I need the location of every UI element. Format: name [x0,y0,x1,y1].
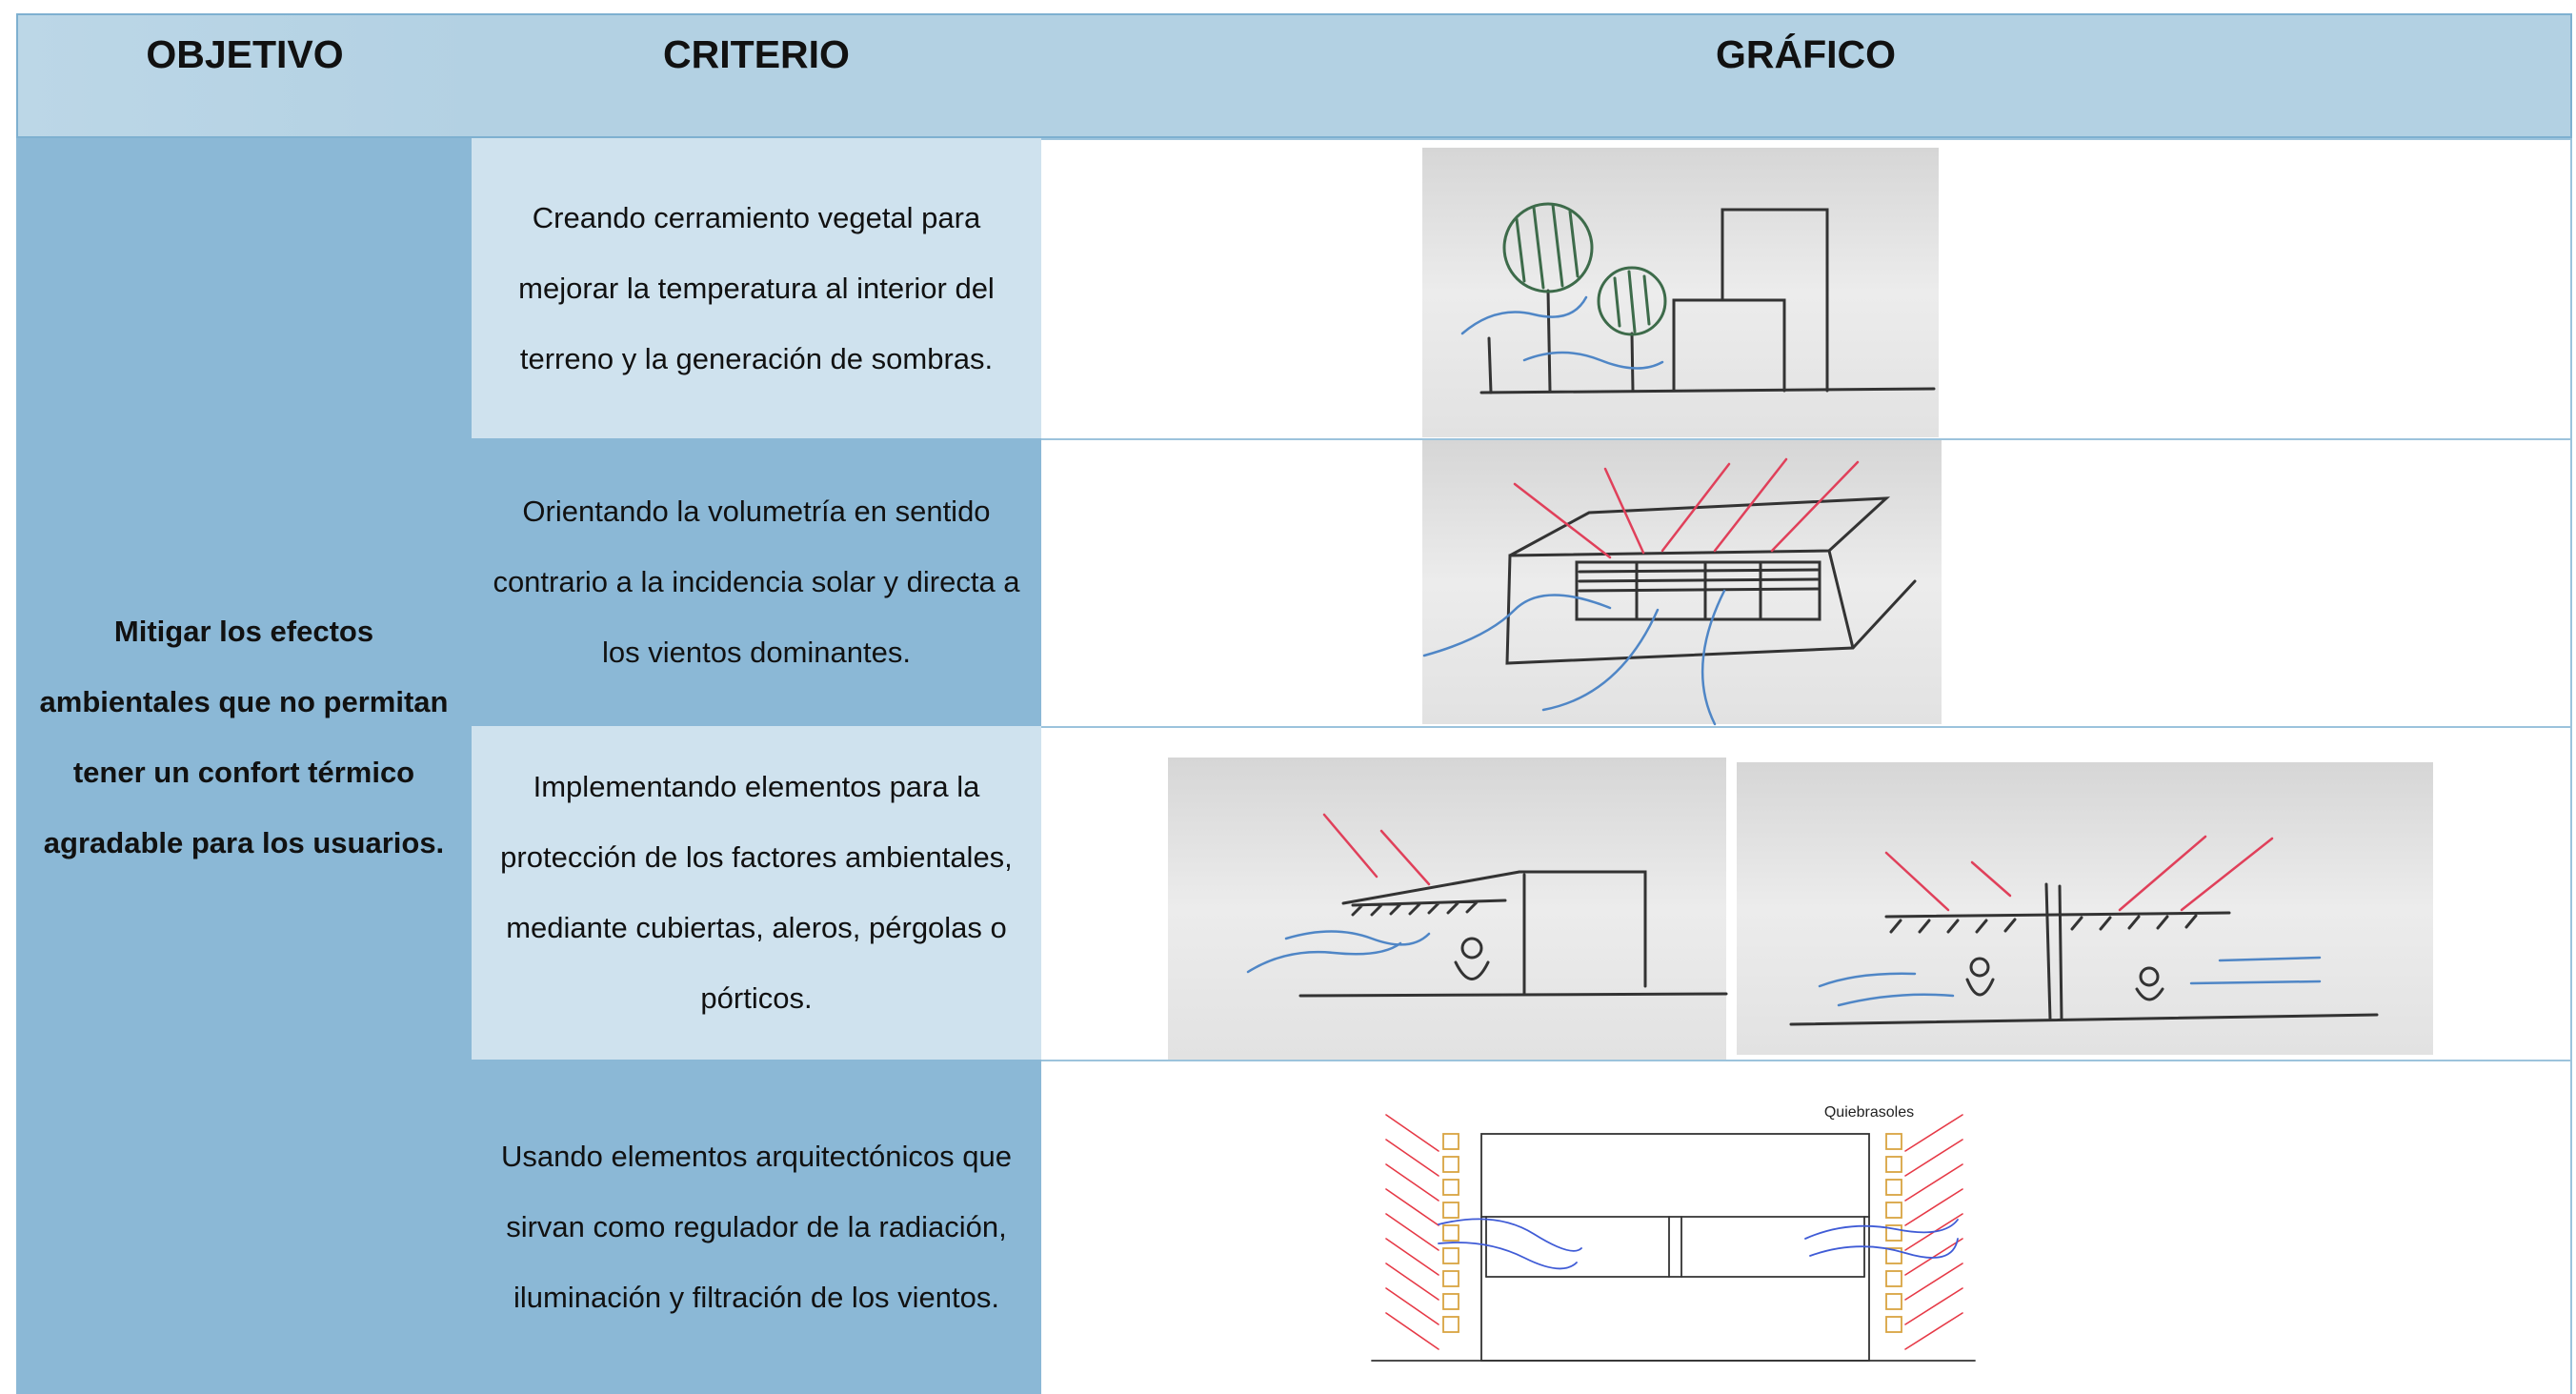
sunbreaker [1442,1133,1459,1150]
header-cell: CRITERIO [472,13,1041,138]
graphic-cell [1041,1060,2572,1394]
objective-cell: Mitigar los efectos ambientales que no p… [16,138,472,1394]
sketch-sunbreakers: Quiebrasoles [1371,1104,1976,1362]
criterion-text: Implementando elementos para la protecci… [500,770,1013,1015]
sunbreaker [1885,1293,1902,1310]
sunbreaker [1885,1316,1902,1333]
sketch-orientation [1422,440,1942,726]
sun-ray [1904,1312,1963,1350]
criterion-text: Usando elementos arquitectónicos que sir… [501,1139,1012,1314]
objective-text: Mitigar los efectos ambientales que no p… [39,615,449,859]
sun-ray [1385,1263,1439,1301]
sunbreaker [1885,1179,1902,1196]
sun-ray [1385,1139,1439,1177]
criterion-cell: Creando cerramiento vegetal para mejorar… [472,138,1041,438]
header-cell: OBJETIVO [16,13,472,138]
sketch-cover-b [1737,762,2433,1055]
sun-ray [1385,1312,1439,1350]
sunbreaker [1885,1247,1902,1264]
sun-ray [1904,1287,1963,1325]
criterion-cell: Implementando elementos para la protecci… [472,726,1041,1060]
sunbreaker [1442,1156,1459,1173]
criterion-cell: Usando elementos arquitectónicos que sir… [472,1060,1041,1394]
sunbreaker [1885,1133,1902,1150]
sun-ray [1904,1163,1963,1202]
sunbreaker [1885,1224,1902,1242]
sunbreaker [1442,1247,1459,1264]
diagram-label: Quiebrasoles [1824,1104,1914,1121]
sunbreaker [1442,1224,1459,1242]
sun-ray [1385,1163,1439,1202]
sunbreaker [1442,1316,1459,1333]
header-title: CRITERIO [663,32,850,76]
sunbreaker [1442,1270,1459,1287]
sunbreaker [1885,1156,1902,1173]
criterion-text: Orientando la volumetría en sentido cont… [493,495,1020,669]
sunbreaker [1442,1202,1459,1219]
criterion-cell: Orientando la volumetría en sentido cont… [472,438,1041,726]
sun-ray [1904,1139,1963,1177]
sketch-vegetation [1422,148,1939,437]
sun-ray [1904,1188,1963,1226]
sun-ray [1385,1188,1439,1226]
sun-ray [1385,1238,1439,1276]
sun-ray [1385,1213,1439,1251]
header-cell: GRÁFICO [1041,13,2572,138]
sunbreaker [1442,1293,1459,1310]
sun-ray [1904,1238,1963,1276]
criterion-text: Creando cerramiento vegetal para mejorar… [518,200,995,375]
sun-ray [1385,1287,1439,1325]
sun-ray [1904,1114,1963,1152]
sun-ray [1904,1263,1963,1301]
header-title: OBJETIVO [146,32,344,76]
sun-ray [1385,1114,1439,1152]
header-title: GRÁFICO [1715,32,1897,76]
sunbreaker [1442,1179,1459,1196]
sunbreaker [1885,1202,1902,1219]
sketch-cover-a [1168,758,1728,1060]
sunbreaker [1885,1270,1902,1287]
